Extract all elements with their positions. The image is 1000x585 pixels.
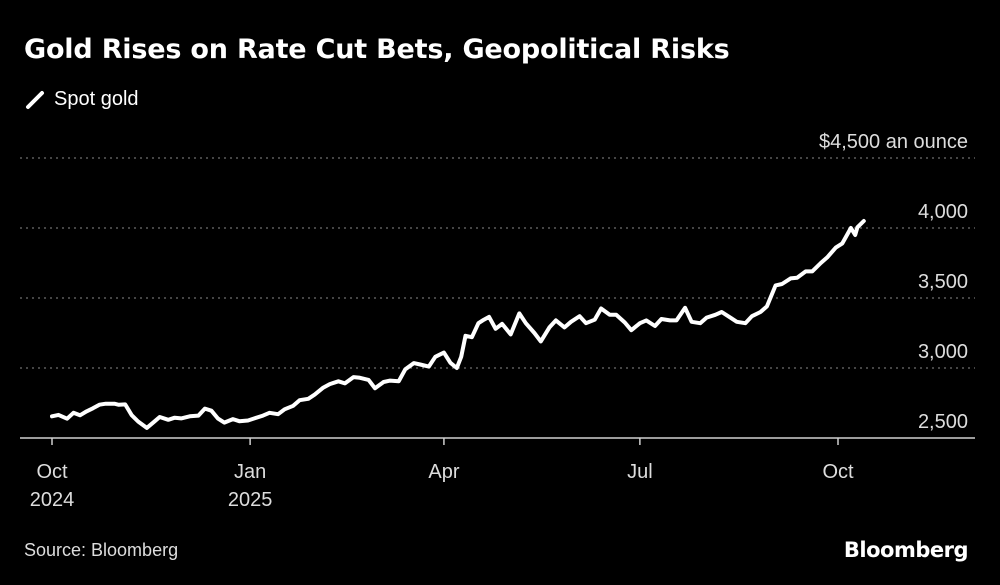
legend: Spot gold bbox=[24, 88, 139, 111]
brand-logo: Bloomberg bbox=[843, 538, 969, 562]
y-tick-label: 2,500 bbox=[918, 411, 968, 433]
legend-swatch-icon bbox=[26, 90, 44, 109]
legend-label: Spot gold bbox=[54, 88, 139, 110]
source-note: Source: Bloomberg bbox=[24, 540, 179, 560]
chart-title: Gold Rises on Rate Cut Bets, Geopolitica… bbox=[24, 34, 730, 65]
x-tick-sublabel: 2024 bbox=[30, 489, 75, 511]
y-tick-label: 3,500 bbox=[918, 271, 968, 293]
y-tick-label: 4,000 bbox=[918, 201, 968, 223]
x-tick-label: Jul bbox=[627, 461, 653, 483]
y-tick-label: 3,000 bbox=[918, 341, 968, 363]
y-tick-label: $4,500 an ounce bbox=[819, 131, 968, 153]
x-tick-label: Apr bbox=[428, 461, 459, 483]
series-line-spot-gold bbox=[50, 219, 866, 430]
x-tick-sublabel: 2025 bbox=[228, 489, 273, 511]
x-tick-label: Jan bbox=[234, 461, 266, 483]
x-tick-label: Oct bbox=[822, 461, 854, 483]
x-tick-label: Oct bbox=[36, 461, 68, 483]
